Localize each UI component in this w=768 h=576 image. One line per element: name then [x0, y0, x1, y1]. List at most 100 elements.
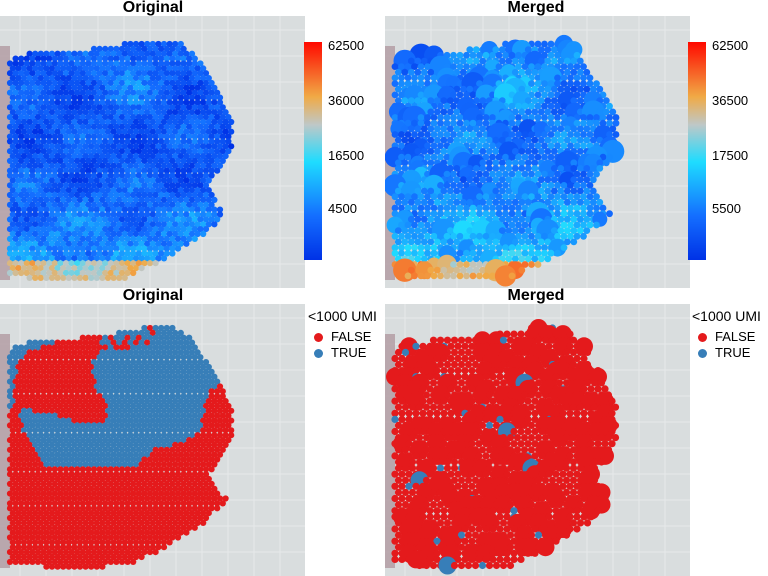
spot — [404, 119, 412, 127]
spot-false — [34, 456, 42, 463]
spot-false — [562, 348, 571, 356]
spot-false — [552, 373, 560, 381]
spot-false — [23, 368, 30, 375]
spot — [560, 204, 568, 212]
spot — [48, 162, 56, 169]
spot-true — [163, 402, 170, 410]
spot — [222, 118, 229, 126]
spot — [149, 94, 156, 101]
spot-false — [90, 514, 98, 522]
spot — [118, 123, 126, 130]
spot — [459, 136, 467, 144]
spot — [18, 55, 25, 62]
spot-true — [71, 432, 78, 439]
spot — [417, 210, 425, 218]
spot-true — [188, 432, 196, 439]
spot-true — [18, 344, 25, 351]
spot-false — [34, 480, 42, 487]
spot — [26, 187, 33, 194]
spot-false — [144, 485, 151, 492]
spot — [202, 226, 210, 233]
spot — [68, 182, 75, 189]
spot-true — [118, 402, 126, 410]
spot — [155, 40, 162, 48]
spot — [96, 235, 103, 242]
spot — [138, 143, 145, 150]
spot — [54, 177, 61, 184]
spot — [85, 250, 92, 257]
spot — [85, 235, 92, 242]
spot — [482, 272, 490, 280]
spot — [450, 204, 457, 212]
spot — [570, 238, 578, 246]
spot-false — [166, 451, 173, 458]
spot — [141, 148, 148, 155]
spot-false — [32, 510, 39, 517]
spot — [74, 89, 81, 96]
spot-false — [99, 495, 106, 502]
spot-false — [461, 342, 469, 350]
spot — [85, 114, 92, 121]
spot — [138, 94, 145, 101]
spot — [110, 265, 117, 272]
spot — [453, 125, 461, 133]
spot — [74, 235, 81, 242]
spot-false — [85, 514, 92, 522]
spot — [511, 238, 519, 246]
spot-true — [132, 461, 140, 468]
spot-false — [202, 437, 210, 444]
spot — [216, 206, 224, 213]
spot-false — [149, 495, 156, 502]
spot — [194, 109, 201, 116]
spot — [90, 114, 98, 121]
spot — [459, 266, 467, 274]
spot — [118, 182, 126, 189]
spot — [528, 170, 535, 178]
spot — [450, 232, 457, 240]
spot — [43, 187, 50, 194]
spot — [34, 157, 42, 164]
spot — [411, 193, 418, 201]
spot — [79, 250, 86, 257]
spot — [43, 221, 50, 228]
spot — [116, 255, 123, 262]
spot — [411, 232, 418, 240]
spot-false — [68, 368, 75, 375]
spot — [606, 102, 613, 110]
spot — [211, 143, 218, 150]
spot-false — [34, 393, 42, 400]
spot-true — [118, 378, 126, 385]
spot — [424, 142, 431, 150]
spot — [216, 118, 224, 126]
spot-false — [26, 451, 33, 458]
spot-false — [191, 524, 198, 531]
spot — [40, 216, 47, 223]
spot-false — [74, 393, 81, 400]
spot — [37, 153, 44, 160]
spot-true — [60, 427, 67, 434]
spot — [71, 99, 78, 106]
spot — [511, 148, 519, 155]
spot — [82, 143, 89, 150]
spot — [183, 187, 190, 194]
spot — [505, 255, 513, 263]
spot — [570, 227, 578, 235]
spot — [71, 255, 78, 262]
spot-false — [65, 544, 72, 551]
spot-false — [9, 451, 16, 458]
spot-true — [90, 437, 98, 444]
spot — [90, 104, 98, 111]
spot-false — [107, 334, 114, 341]
spot-false — [113, 480, 120, 487]
spot — [34, 172, 42, 179]
spot — [43, 109, 50, 116]
spot — [138, 230, 145, 238]
spot — [391, 63, 399, 70]
spot — [144, 99, 151, 106]
spot-false — [54, 373, 61, 380]
spot-true — [138, 451, 145, 458]
spot — [152, 235, 159, 242]
spot-false — [200, 510, 207, 517]
spot-false — [130, 490, 137, 497]
spot — [135, 226, 142, 233]
